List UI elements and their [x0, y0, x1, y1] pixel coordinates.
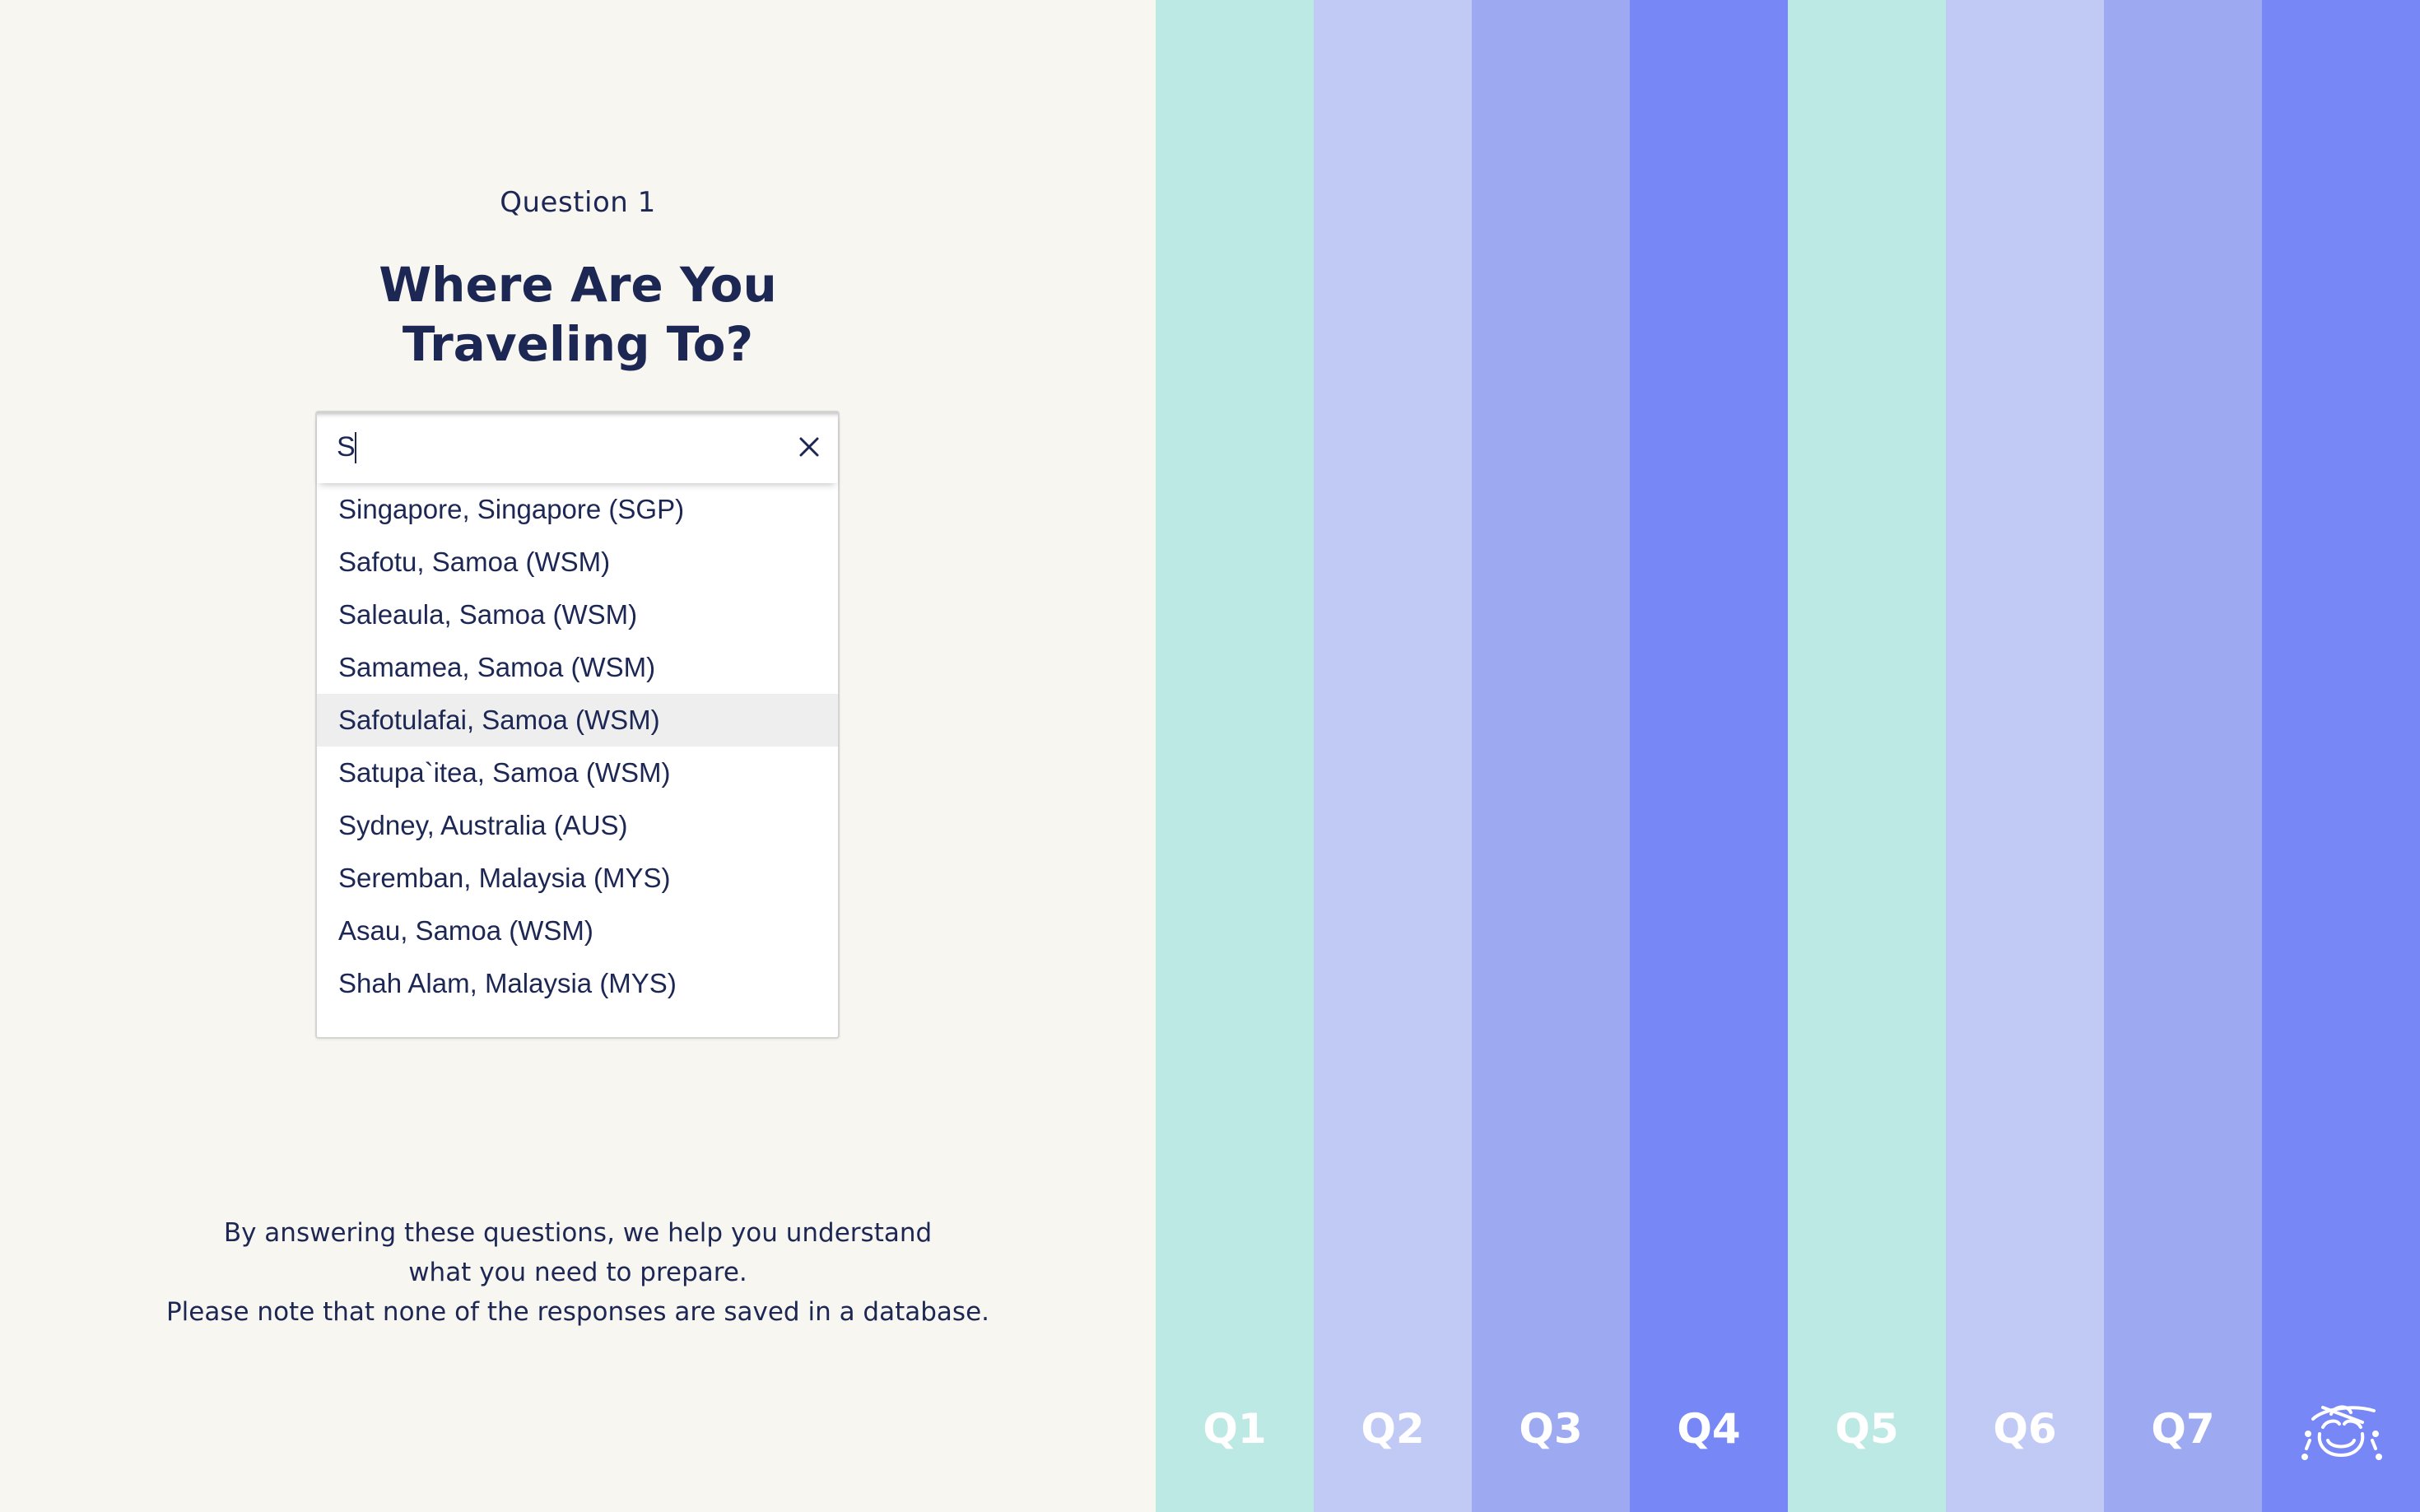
- step-label: Q6: [1993, 1405, 2057, 1453]
- result-option[interactable]: Saleaula, Samoa (WSM): [338, 599, 638, 630]
- question-title-line: Traveling To?: [402, 316, 754, 372]
- step-label: Q1: [1203, 1405, 1267, 1453]
- question-number: Question 1: [500, 186, 656, 219]
- step-q6[interactable]: Q6: [1946, 0, 2104, 1512]
- question-progress-panel: Q1 Q2 Q3 Q4 Q5 Q6 Q7: [1156, 0, 2420, 1512]
- question-panel: Question 1 Where Are You Traveling To? S…: [0, 0, 1156, 1512]
- traveler-hat-icon: [2301, 1405, 2382, 1460]
- step-q2[interactable]: Q2: [1314, 0, 1472, 1512]
- result-option[interactable]: Sydney, Australia (AUS): [338, 810, 628, 840]
- disclaimer-line: By answering these questions, we help yo…: [223, 1218, 933, 1248]
- result-option[interactable]: Seremban, Malaysia (MYS): [338, 863, 671, 893]
- result-option[interactable]: Singapore, Singapore (SGP): [338, 494, 685, 524]
- step-result[interactable]: [2262, 0, 2420, 1512]
- step-q5[interactable]: Q5: [1788, 0, 1946, 1512]
- search-row: [317, 412, 838, 483]
- result-option-highlighted[interactable]: Safotulafai, Samoa (WSM): [317, 694, 838, 747]
- step-label: Q7: [2151, 1405, 2215, 1453]
- step-label: Q2: [1361, 1405, 1425, 1453]
- result-option[interactable]: Satupa`itea, Samoa (WSM): [338, 757, 671, 788]
- disclaimer-line: what you need to prepare.: [408, 1258, 747, 1287]
- question-title: Where Are You Traveling To?: [207, 255, 948, 374]
- destination-search-input[interactable]: [337, 422, 765, 472]
- question-title-line: Where Are You: [379, 257, 777, 313]
- step-q7[interactable]: Q7: [2104, 0, 2262, 1512]
- clear-button[interactable]: [793, 430, 826, 463]
- result-option[interactable]: Samamea, Samoa (WSM): [338, 652, 656, 682]
- destination-dropdown: Singapore, Singapore (SGP) Safotu, Samoa…: [315, 411, 840, 1039]
- step-label: Q3: [1519, 1405, 1583, 1453]
- disclaimer-line: Please note that none of the responses a…: [165, 1297, 990, 1327]
- result-option[interactable]: Shah Alam, Malaysia (MYS): [338, 968, 677, 998]
- result-option[interactable]: Asau, Samoa (WSM): [338, 915, 593, 946]
- step-q4[interactable]: Q4: [1630, 0, 1788, 1512]
- results-list: Singapore, Singapore (SGP) Safotu, Samoa…: [317, 483, 838, 1010]
- step-q3[interactable]: Q3: [1472, 0, 1630, 1512]
- step-q1[interactable]: Q1: [1156, 0, 1314, 1512]
- step-label: Q4: [1677, 1405, 1741, 1453]
- result-option[interactable]: Safotu, Samoa (WSM): [338, 547, 611, 577]
- step-label: Q5: [1835, 1405, 1899, 1453]
- disclaimer: By answering these questions, we help yo…: [125, 1213, 1031, 1332]
- text-caret: [355, 432, 356, 463]
- close-icon: [799, 437, 819, 457]
